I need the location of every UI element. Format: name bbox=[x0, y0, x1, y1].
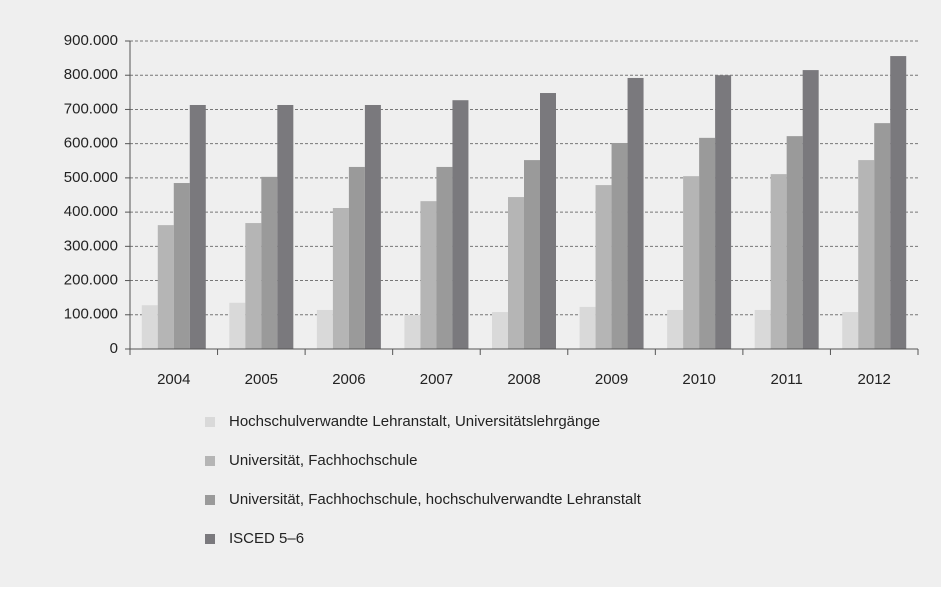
bar bbox=[452, 100, 469, 350]
legend-label: ISCED 5–6 bbox=[229, 530, 304, 547]
legend-label: Hochschulverwandte Lehranstalt, Universi… bbox=[229, 413, 600, 430]
bar bbox=[420, 201, 437, 349]
bar bbox=[189, 104, 206, 350]
x-tick-label: 2008 bbox=[507, 371, 540, 388]
x-tick-label: 2012 bbox=[858, 371, 891, 388]
bar bbox=[229, 302, 246, 349]
y-tick-label: 300.000 bbox=[64, 237, 118, 254]
bar bbox=[595, 185, 612, 349]
bar bbox=[173, 183, 190, 349]
x-tick-label: 2009 bbox=[595, 371, 628, 388]
bar bbox=[508, 197, 524, 349]
x-tick-label: 2006 bbox=[332, 371, 365, 388]
legend-swatch bbox=[205, 417, 215, 427]
legend-label: Universität, Fachhochschule bbox=[229, 452, 417, 469]
y-tick-label: 700.000 bbox=[64, 100, 118, 117]
bar bbox=[364, 104, 381, 350]
y-tick-label: 100.000 bbox=[64, 306, 118, 323]
bar bbox=[842, 312, 859, 349]
legend-swatch bbox=[205, 495, 215, 505]
bar bbox=[492, 312, 508, 349]
x-tick-label: 2011 bbox=[771, 371, 803, 388]
bar bbox=[611, 142, 628, 349]
bar bbox=[524, 160, 540, 349]
bar bbox=[786, 136, 803, 349]
bar bbox=[770, 174, 787, 349]
bar bbox=[627, 77, 644, 350]
bar bbox=[141, 305, 158, 349]
y-tick-label: 200.000 bbox=[64, 272, 118, 289]
bar bbox=[540, 93, 556, 349]
y-tick-label: 400.000 bbox=[64, 203, 118, 220]
x-tick-label: 2010 bbox=[682, 371, 715, 388]
y-tick-label: 800.000 bbox=[64, 66, 118, 83]
bar bbox=[316, 309, 333, 349]
bar bbox=[332, 208, 349, 349]
bar bbox=[436, 166, 453, 349]
x-tick-label: 2007 bbox=[420, 371, 453, 388]
bar bbox=[754, 309, 771, 349]
y-tick-label: 500.000 bbox=[64, 169, 118, 186]
legend-swatch bbox=[205, 456, 215, 466]
x-tick-label: 2005 bbox=[245, 371, 278, 388]
bar bbox=[404, 315, 421, 349]
y-tick-label: 600.000 bbox=[64, 135, 118, 152]
bar bbox=[277, 104, 294, 350]
bar bbox=[261, 176, 278, 349]
bar bbox=[667, 309, 684, 349]
bar bbox=[802, 70, 819, 349]
bar bbox=[858, 160, 875, 349]
bar bbox=[683, 176, 700, 349]
y-tick-label: 0 bbox=[110, 340, 118, 357]
bar bbox=[348, 166, 365, 349]
bar bbox=[157, 225, 174, 349]
bar bbox=[890, 56, 907, 350]
bar bbox=[874, 123, 891, 349]
bar bbox=[715, 75, 732, 349]
x-tick-label: 2004 bbox=[157, 371, 190, 388]
legend-label: Universität, Fachhochschule, hochschulve… bbox=[229, 491, 642, 508]
y-tick-label: 900.000 bbox=[64, 32, 118, 49]
legend-swatch bbox=[205, 534, 215, 544]
bar bbox=[579, 306, 596, 349]
bar bbox=[699, 137, 716, 349]
bar bbox=[245, 223, 262, 349]
